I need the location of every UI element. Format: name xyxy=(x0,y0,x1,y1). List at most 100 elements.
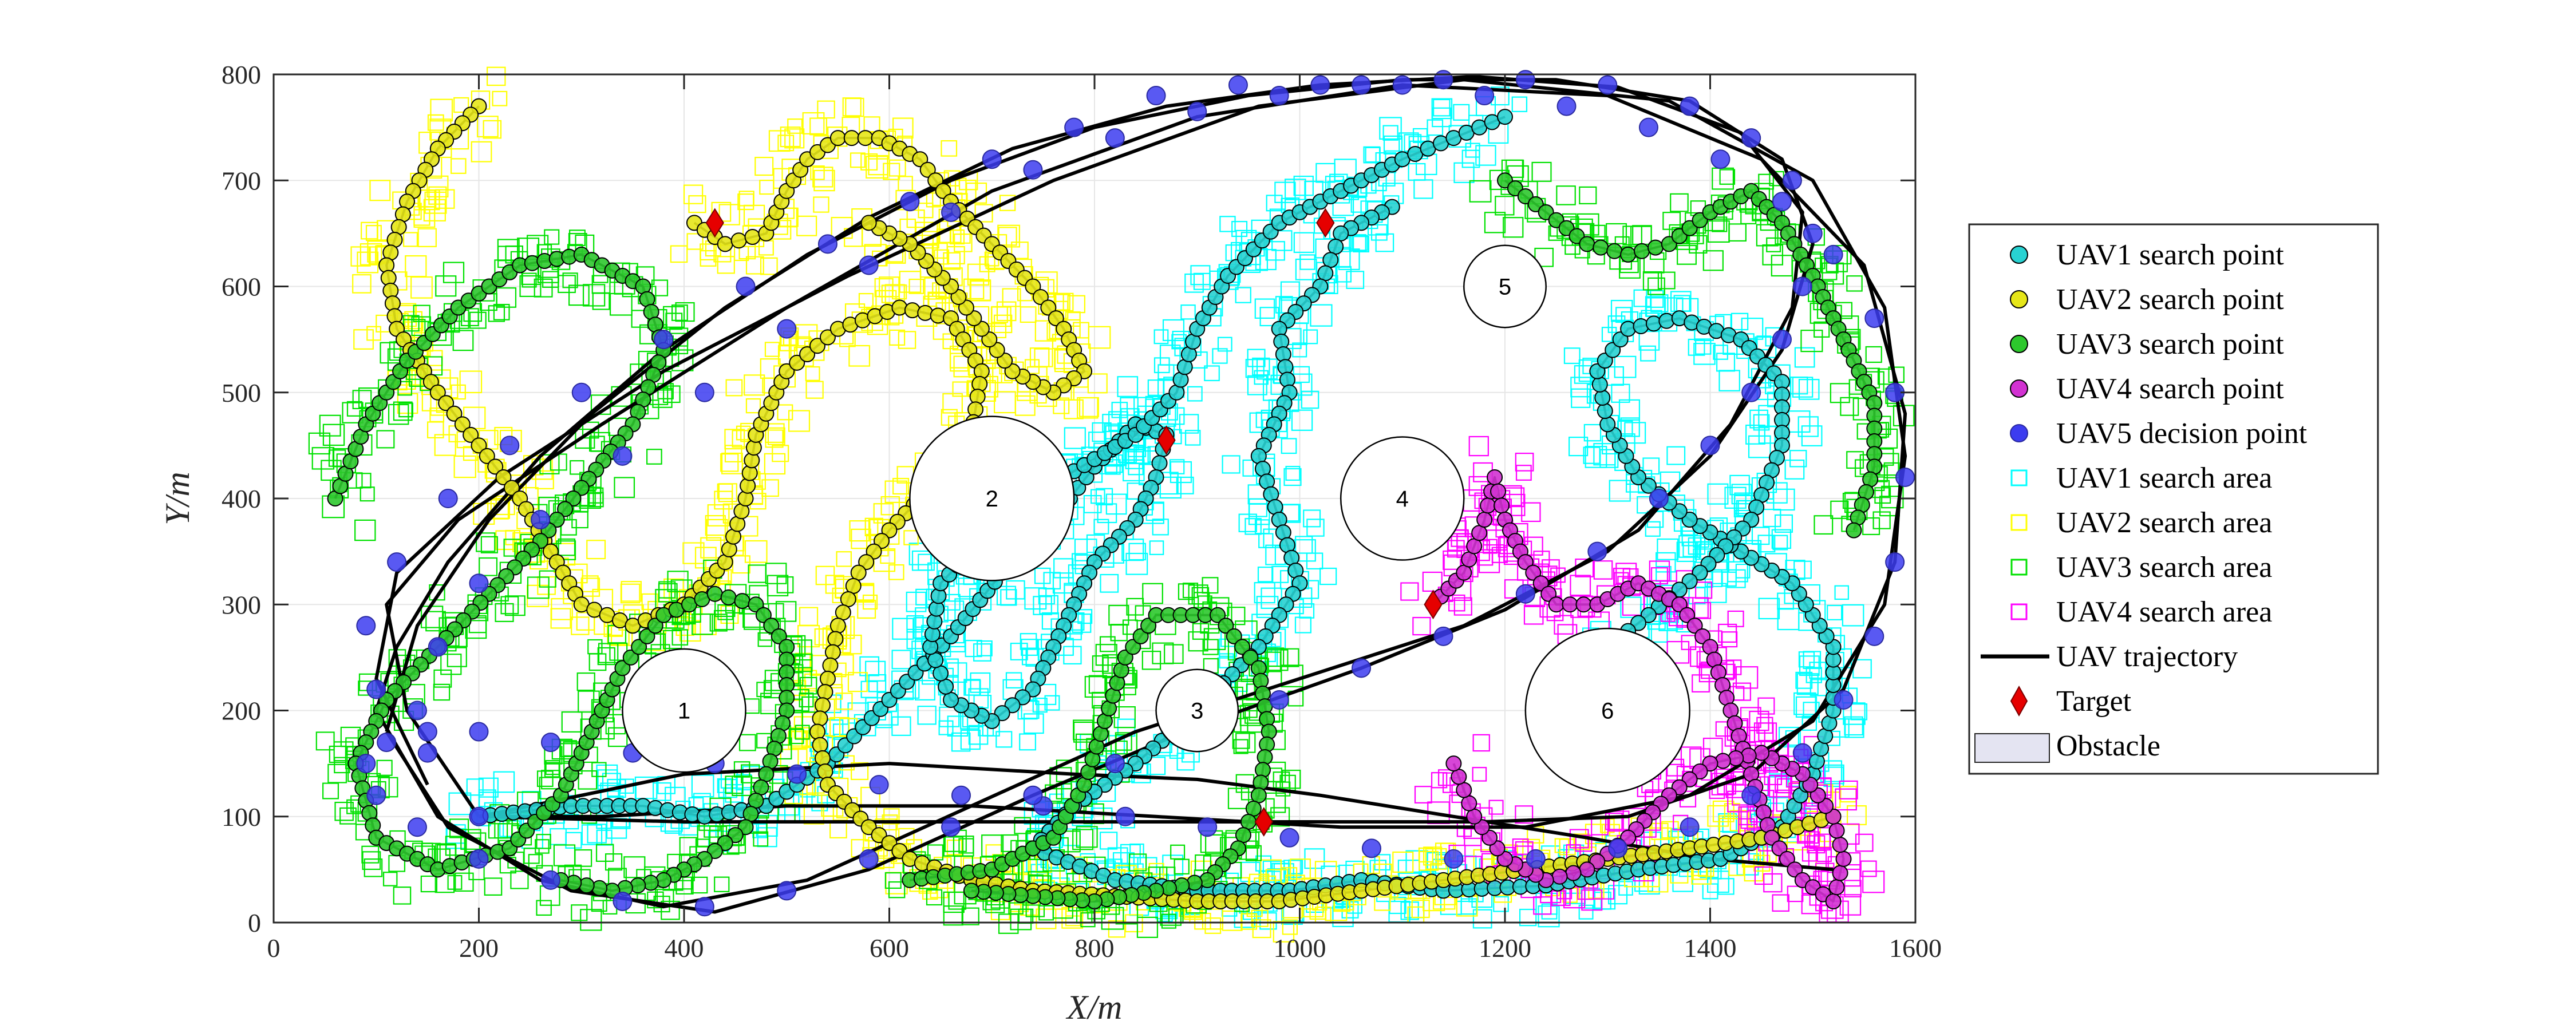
search-area-cell xyxy=(352,390,372,410)
search-area-cell xyxy=(1801,425,1823,446)
uav5-decision-point-marker xyxy=(859,255,879,275)
search-area-cell xyxy=(1111,402,1128,418)
uav5-decision-point-marker xyxy=(1105,754,1125,774)
search-area-cell xyxy=(1418,847,1433,862)
search-area-cell xyxy=(1053,558,1074,579)
search-area-cell xyxy=(1349,234,1366,252)
search-area-cell xyxy=(561,711,583,733)
search-area-cell xyxy=(795,324,818,347)
search-area-cell xyxy=(1382,125,1398,141)
uav4-search-point-marker xyxy=(1551,868,1568,885)
legend-label-uav2-area: UAV2 search area xyxy=(2056,506,2272,539)
search-area-cell xyxy=(1693,343,1716,365)
search-area-cell xyxy=(1672,871,1693,892)
search-area-cell xyxy=(899,271,922,293)
uav5-decision-point-marker xyxy=(1864,308,1884,328)
uav5-decision-point-marker xyxy=(540,870,560,890)
search-area-cell xyxy=(430,98,453,122)
obstacle-label: 3 xyxy=(1191,699,1203,724)
search-area-cell xyxy=(365,225,382,242)
search-area-cell xyxy=(333,741,354,762)
search-area-cell xyxy=(1423,846,1443,866)
uav4-search-point-marker xyxy=(1456,564,1472,581)
uav3-search-point-marker xyxy=(720,589,737,605)
search-area-cell xyxy=(995,731,1013,748)
y-tick-label: 500 xyxy=(222,378,261,407)
search-area-cell xyxy=(1834,585,1850,600)
uav3-search-point-marker xyxy=(734,593,750,609)
search-area-cell xyxy=(720,453,739,472)
search-area-cell xyxy=(1291,409,1313,431)
search-area-cell xyxy=(544,229,560,245)
search-area-cell xyxy=(941,409,958,426)
search-area-cell xyxy=(899,218,916,235)
search-area-cell xyxy=(417,228,437,247)
search-area-cell xyxy=(536,834,551,849)
search-area-cell xyxy=(1374,854,1391,870)
search-area-cell xyxy=(1730,312,1749,331)
search-area-cell xyxy=(705,514,726,536)
search-area-cell xyxy=(1729,474,1750,496)
search-area-cell xyxy=(717,256,735,274)
search-area-cell xyxy=(891,650,911,670)
uav5-decision-point-marker xyxy=(777,319,797,339)
search-area-cell xyxy=(883,163,900,180)
uav5-decision-point-marker xyxy=(356,616,376,636)
search-area-cell xyxy=(1292,342,1307,358)
search-area-cell xyxy=(1303,509,1321,528)
uav2-search-point-marker xyxy=(860,215,877,231)
search-area-cell xyxy=(1133,446,1151,464)
uav5-decision-point-marker xyxy=(1608,838,1628,858)
search-area-cell xyxy=(1254,519,1270,535)
search-area-cell xyxy=(1392,851,1414,873)
uav5-decision-point-marker xyxy=(1741,128,1761,148)
search-area-cell xyxy=(1338,248,1360,270)
uav3-search-point-marker xyxy=(748,792,764,809)
search-area-cell xyxy=(452,330,474,351)
search-area-cell xyxy=(410,276,433,299)
search-area-cell xyxy=(1128,543,1146,561)
uav5-decision-point-marker xyxy=(736,276,756,296)
search-area-cell xyxy=(466,778,484,796)
search-area-cell xyxy=(621,581,642,602)
search-area-cell xyxy=(906,591,927,612)
search-area-cell xyxy=(1128,459,1144,476)
uav2-search-point-marker xyxy=(904,302,920,319)
plot-layer: 1 2 3 4 5 6 xyxy=(272,66,1917,943)
uav5-decision-point-marker xyxy=(1638,117,1658,137)
search-area-cell xyxy=(315,731,335,751)
search-area-cell xyxy=(1147,757,1166,775)
search-area-cell xyxy=(427,114,444,131)
search-area-cell xyxy=(1295,536,1313,554)
search-area-cell xyxy=(998,227,1017,246)
search-area-cell xyxy=(402,232,418,247)
search-area-cell xyxy=(813,196,829,213)
search-area-cell xyxy=(1758,597,1780,620)
search-area-cell xyxy=(848,345,871,367)
uav4-search-point-marker xyxy=(1565,865,1582,881)
uav5-decision-point-marker xyxy=(1803,223,1823,243)
uav4-search-point-marker xyxy=(1835,850,1852,867)
search-area-cell xyxy=(1792,377,1814,398)
search-area-cell xyxy=(963,278,985,299)
search-area-cell xyxy=(495,603,514,622)
y-tick-label: 700 xyxy=(222,166,261,195)
search-area-cell xyxy=(865,660,886,682)
search-area-cell xyxy=(319,414,341,437)
search-area-cell xyxy=(706,519,728,541)
search-area-cell xyxy=(671,304,688,321)
legend-label-uav4-area: UAV4 search area xyxy=(2056,596,2272,628)
search-area-cell xyxy=(1303,329,1318,345)
uav5-decision-point-marker xyxy=(694,897,714,917)
search-area-cell xyxy=(1805,667,1822,683)
obstacle-label: 2 xyxy=(986,486,998,512)
search-area-cell xyxy=(1850,703,1868,721)
y-tick-label: 400 xyxy=(222,484,261,513)
search-area-cell xyxy=(892,478,910,495)
uav5-decision-point-marker xyxy=(777,881,797,901)
uav5-decision-point-marker xyxy=(1198,817,1218,837)
search-area-cell xyxy=(1095,488,1113,506)
search-area-cell xyxy=(724,429,745,450)
uav4-search-point-marker xyxy=(1451,769,1467,785)
uav5-decision-point-marker xyxy=(356,754,376,774)
